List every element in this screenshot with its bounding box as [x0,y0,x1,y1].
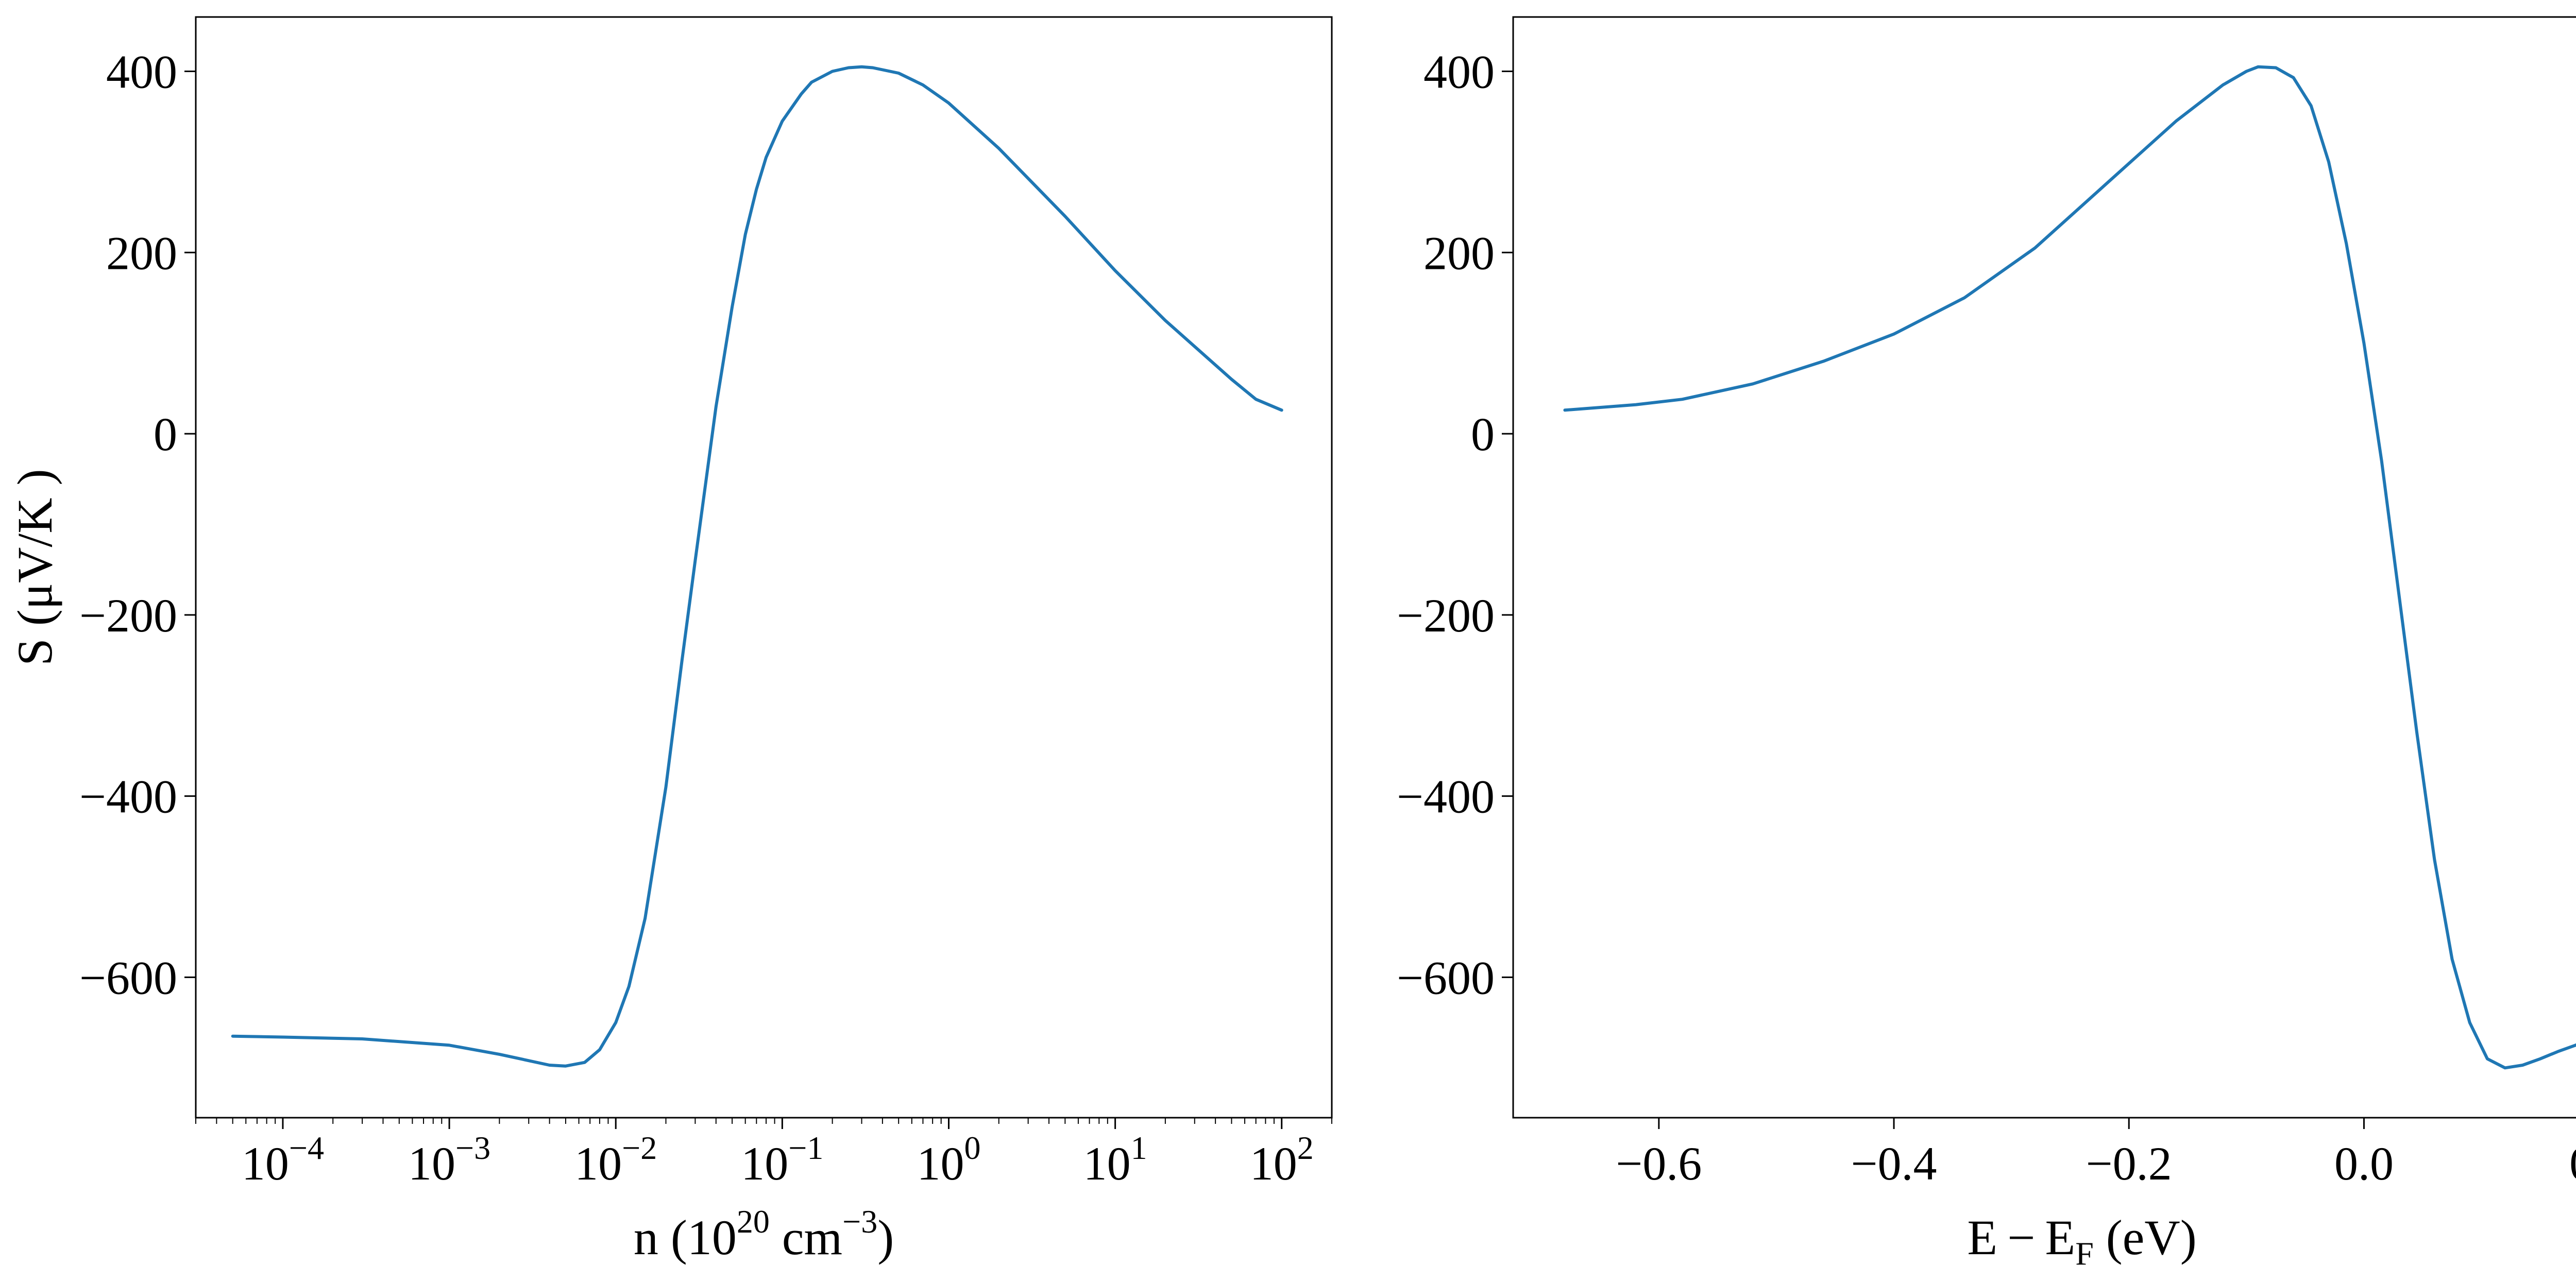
plot-frame [195,16,1333,1119]
x-label-exponent: 20 [737,1203,770,1240]
x-tick-base: 10 [917,1137,964,1190]
x-axis-label: n (1020 cm−3) [634,1203,894,1265]
x-tick-label: 10−2 [574,1130,657,1190]
x-tick-base: 10 [741,1137,788,1190]
y-tick-label: 400 [106,46,177,98]
x-tick-label: 0.0 [2334,1137,2394,1190]
x-label-subscript: F [2075,1235,2094,1272]
x-tick-exponent: −4 [289,1130,324,1166]
x-tick-base: 10 [408,1137,455,1190]
x-tick-label: 0.2 [2569,1137,2576,1190]
y-tick-label: −400 [79,771,177,823]
x-tick-label: −0.6 [1616,1137,1702,1190]
series-line [1563,65,2576,1070]
x-tick-base: 10 [242,1137,289,1190]
y-axis-label: S (μV/K ) [7,469,62,665]
x-tick-exponent: −1 [788,1130,823,1166]
y-tick-label: 200 [106,227,177,279]
x-tick-base: 10 [574,1137,622,1190]
x-tick-label: 101 [1083,1130,1147,1190]
x-label-text: E − E [1967,1210,2075,1265]
x-label-rest: (eV) [2094,1210,2197,1265]
x-tick-exponent: 2 [1297,1130,1314,1166]
x-tick-label: 10−4 [242,1130,324,1190]
x-tick-label: 102 [1250,1130,1314,1190]
series-line [231,65,1283,1068]
x-tick-base: 10 [1250,1137,1297,1190]
x-tick-exponent: −2 [622,1130,657,1166]
x-axis-label: E − EF (eV) [1967,1210,2196,1272]
plot-frame [1512,16,2576,1119]
x-tick-label: −0.2 [2086,1137,2172,1190]
y-tick-label: −600 [79,951,177,1004]
x-tick-label: 100 [917,1130,980,1190]
x-label-unit-exponent: −3 [842,1203,877,1240]
y-tick-label: 200 [1423,227,1495,279]
x-label-close: ) [877,1210,894,1265]
x-tick-label: 10−3 [408,1130,490,1190]
right-panel-seebeck-vs-energy: 400 200 0 −200 −400 −600 −0.6 −0.4 −0.2 0.0 0.2 E −… [1397,16,2576,1272]
x-tick-label: −0.4 [1851,1137,1937,1190]
y-tick-label: 0 [1471,408,1495,460]
x-label-text: n (10 [634,1210,737,1265]
x-tick-label: 10−1 [741,1130,823,1190]
x-tick-exponent: 0 [964,1130,980,1166]
y-tick-label: −200 [79,589,177,642]
x-tick-base: 10 [1083,1137,1131,1190]
y-tick-label: 0 [154,408,177,460]
x-tick-exponent: −3 [455,1130,490,1166]
x-tick-exponent: 1 [1131,1130,1147,1166]
y-tick-label: 400 [1423,46,1495,98]
y-tick-label: −600 [1397,951,1495,1004]
y-tick-label: −200 [1397,589,1495,642]
y-tick-label: −400 [1397,771,1495,823]
x-label-unit: cm [770,1210,842,1265]
